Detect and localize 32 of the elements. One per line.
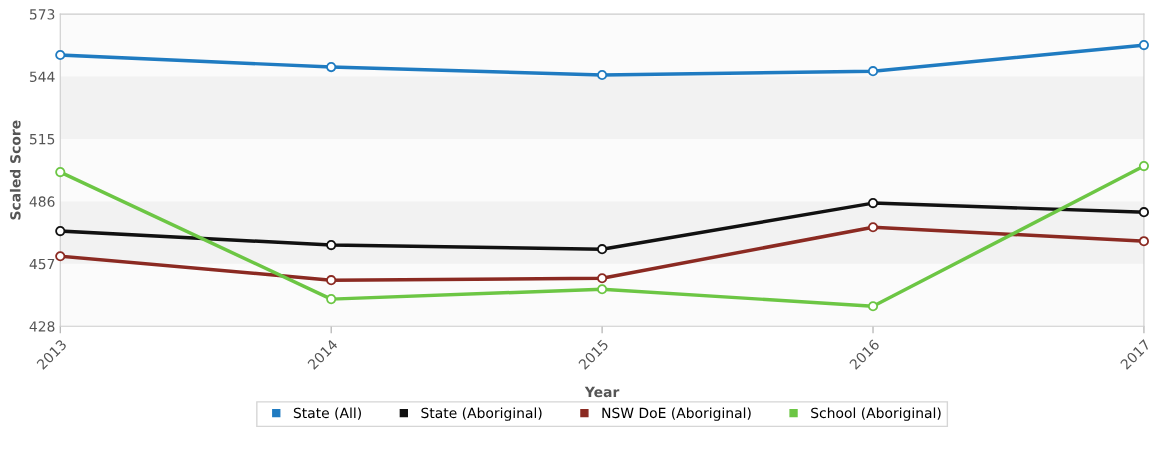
point — [597, 284, 608, 295]
point — [1138, 161, 1150, 172]
y-tick-label: 428 — [29, 321, 55, 332]
y-axis-title: Scaled Score — [9, 120, 21, 220]
point — [326, 61, 337, 73]
point — [326, 240, 337, 251]
legend-label: School (Aboriginal) — [811, 407, 941, 421]
point — [867, 301, 879, 312]
point — [867, 222, 879, 233]
point — [867, 198, 879, 209]
point — [326, 275, 337, 286]
legend-label: State (Aboriginal) — [421, 407, 542, 421]
point — [1138, 207, 1150, 218]
point — [55, 167, 66, 178]
point — [597, 69, 608, 81]
x-axis-title: Year — [584, 386, 620, 398]
point — [597, 244, 608, 255]
y-tick-label: 573 — [29, 9, 55, 20]
point — [597, 273, 608, 284]
point — [55, 226, 66, 237]
point — [326, 294, 337, 305]
y-tick-label: 457 — [29, 258, 55, 270]
point — [55, 49, 66, 61]
point — [1138, 40, 1150, 51]
point — [867, 66, 879, 77]
y-tick-label: 515 — [29, 134, 55, 145]
point — [55, 251, 66, 262]
point — [1138, 236, 1150, 247]
legend-label: State (All) — [293, 407, 361, 420]
y-tick-label: 544 — [29, 71, 55, 83]
y-tick-label: 486 — [29, 196, 55, 207]
legend-label: NSW DoE (Aboriginal) — [602, 407, 751, 421]
